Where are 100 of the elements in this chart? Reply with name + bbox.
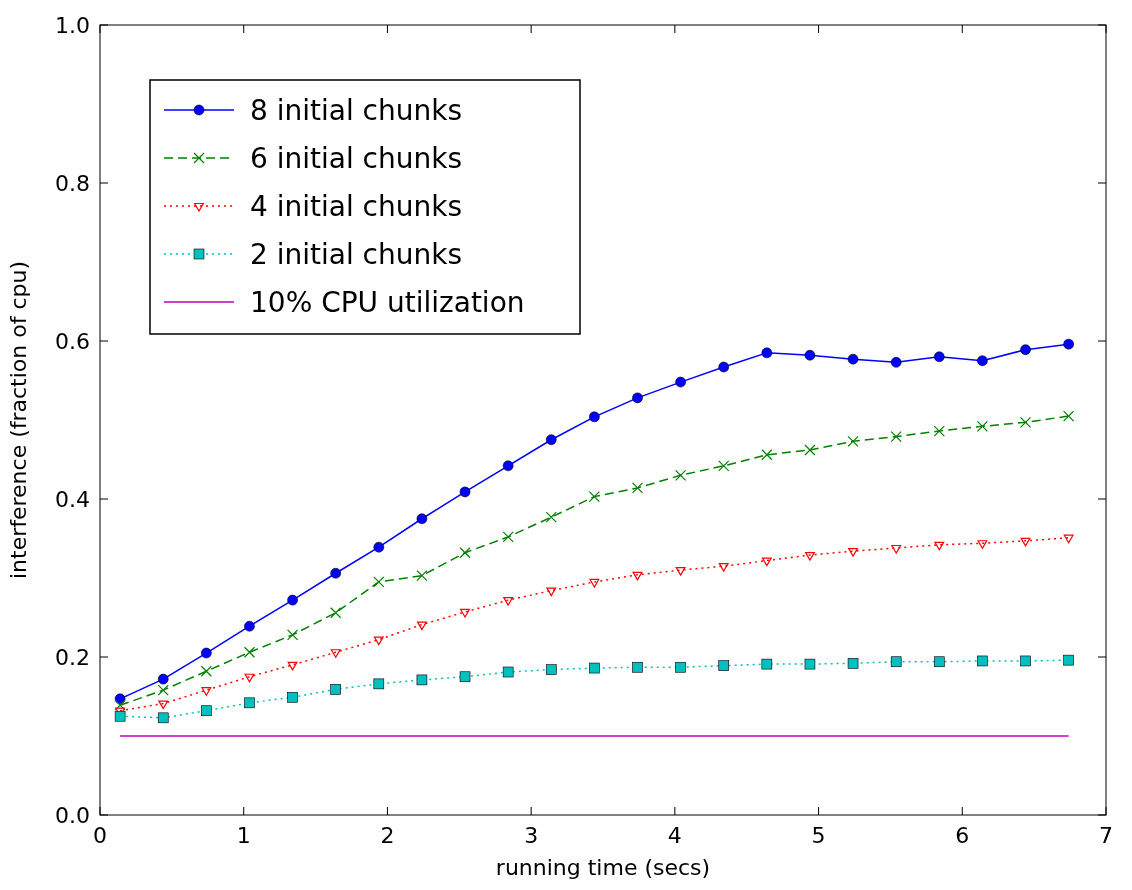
point: [287, 661, 298, 671]
point: [158, 700, 169, 710]
y-tick-label: 0.6: [55, 329, 90, 354]
x-tick-label: 4: [667, 823, 682, 848]
point: [286, 629, 299, 641]
point: [675, 376, 686, 388]
point: [416, 570, 428, 582]
legend-label: 2 initial chunks: [250, 238, 463, 271]
point: [718, 361, 730, 373]
point: [416, 513, 428, 525]
point: [804, 444, 816, 456]
point: [890, 357, 902, 368]
point: [545, 434, 557, 446]
point: [243, 646, 256, 658]
point: [459, 671, 471, 683]
point: [373, 541, 385, 553]
point: [244, 620, 255, 632]
point: [631, 482, 644, 494]
point: [460, 608, 470, 618]
point: [675, 469, 687, 481]
point: [244, 673, 255, 683]
point: [502, 460, 514, 472]
point: [373, 678, 385, 690]
point: [761, 658, 773, 670]
x-tick-label: 3: [524, 823, 539, 848]
point: [373, 576, 385, 588]
point: [502, 666, 514, 678]
point: [114, 710, 126, 722]
point: [632, 661, 643, 673]
point: [287, 594, 298, 606]
legend-label: 8 initial chunks: [250, 94, 463, 127]
y-tick-label: 0.0: [55, 803, 90, 828]
point: [848, 548, 859, 557]
point: [933, 351, 945, 363]
point: [589, 578, 600, 588]
point: [330, 684, 341, 695]
point: [545, 664, 557, 675]
point: [157, 684, 169, 696]
point: [588, 491, 600, 503]
point: [589, 411, 600, 423]
point: [891, 544, 902, 554]
x-tick-label: 5: [811, 823, 826, 848]
y-axis-title: interference (fraction of cpu): [6, 260, 31, 580]
point: [675, 661, 686, 673]
point: [330, 607, 342, 619]
point: [200, 665, 212, 677]
point: [933, 425, 945, 437]
point: [805, 551, 815, 561]
point: [201, 647, 212, 659]
point: [157, 712, 169, 724]
point: [416, 674, 428, 686]
point: [459, 486, 471, 498]
point: [977, 540, 988, 549]
point: [718, 563, 729, 572]
point: [589, 662, 600, 674]
x-tick-label: 2: [380, 823, 395, 848]
point: [201, 705, 212, 717]
point: [934, 541, 945, 551]
point: [632, 571, 643, 581]
legend-label: 6 initial chunks: [250, 142, 463, 175]
x-axis-title: running time (secs): [495, 855, 711, 880]
point: [503, 597, 514, 606]
point: [761, 449, 773, 461]
x-tick-label: 1: [236, 823, 251, 848]
y-tick-label: 0.8: [55, 171, 90, 196]
point: [977, 655, 988, 667]
point: [1063, 338, 1074, 350]
point: [373, 636, 384, 646]
point: [847, 658, 859, 669]
y-tick-label: 0.2: [55, 645, 90, 670]
point: [1020, 655, 1031, 667]
x-tick-label: 0: [93, 823, 107, 848]
point: [718, 460, 730, 472]
point: [157, 673, 169, 685]
point: [459, 547, 471, 559]
point: [804, 349, 816, 361]
point: [632, 392, 643, 404]
y-tick-label: 0.4: [55, 487, 90, 512]
point: [761, 557, 772, 567]
point: [933, 656, 945, 668]
point: [330, 649, 341, 658]
point: [718, 660, 730, 671]
point: [1019, 416, 1032, 428]
point: [545, 511, 557, 523]
point: [1020, 344, 1031, 355]
point: [890, 430, 902, 443]
point: [977, 355, 988, 367]
point: [114, 699, 126, 711]
point: [847, 435, 859, 447]
point: [1063, 410, 1075, 422]
y-tick-label: 1.0: [55, 13, 90, 38]
legend-label: 4 initial chunks: [250, 190, 463, 223]
point: [330, 567, 341, 579]
point: [416, 621, 427, 631]
point: [287, 691, 298, 703]
point: [201, 687, 212, 696]
point: [976, 420, 989, 432]
x-tick-label: 6: [955, 823, 970, 848]
x-tick-label: 7: [1099, 823, 1113, 848]
point: [804, 658, 816, 670]
